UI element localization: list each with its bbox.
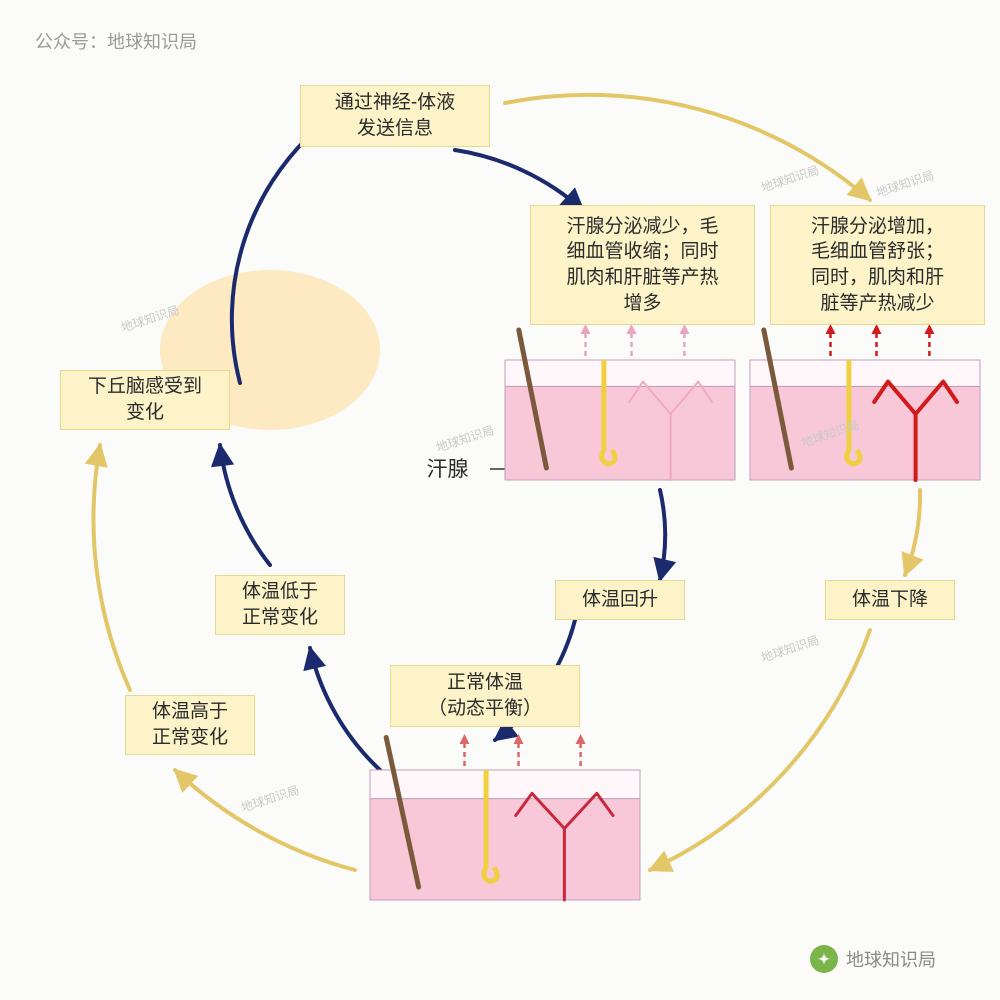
- wechat-icon: ✦: [810, 945, 838, 973]
- node-sendInfo: 通过神经-体液发送信息: [300, 85, 490, 147]
- arrow-7: [905, 490, 920, 575]
- node-highTemp: 体温高于正常变化: [125, 695, 255, 755]
- arrow-9: [175, 770, 355, 870]
- diagram-stage: 通过神经-体液发送信息汗腺分泌减少，毛细血管收缩；同时肌肉和肝脏等产热增多汗腺分…: [0, 0, 1000, 1000]
- arrow-10: [93, 445, 130, 690]
- skin-block: [370, 734, 640, 900]
- header-credit: 公众号：地球知识局: [35, 28, 197, 54]
- arrow-5: [220, 445, 270, 565]
- footer-text: 地球知识局: [846, 946, 936, 972]
- node-tempRise: 体温回升: [555, 580, 685, 620]
- skin-block: [505, 324, 735, 480]
- skin-block: [750, 324, 980, 480]
- node-increase: 汗腺分泌增加，毛细血管舒张；同时，肌肉和肝脏等产热减少: [770, 205, 985, 325]
- node-normal: 正常体温（动态平衡）: [390, 665, 580, 727]
- node-lowTemp: 体温低于正常变化: [215, 575, 345, 635]
- arrow-8: [650, 630, 870, 870]
- arrows-layer: [0, 0, 1000, 1000]
- node-hypo: 下丘脑感受到变化: [60, 370, 230, 430]
- node-decrease: 汗腺分泌减少，毛细血管收缩；同时肌肉和肝脏等产热增多: [530, 205, 755, 325]
- node-sweatLabel: 汗腺: [400, 455, 495, 485]
- arrow-2: [660, 490, 665, 580]
- arrow-4: [310, 648, 380, 770]
- node-tempDrop: 体温下降: [825, 580, 955, 620]
- footer-credit: ✦ 地球知识局: [810, 945, 936, 973]
- arrow-6: [505, 95, 870, 200]
- arrow-1: [455, 150, 583, 210]
